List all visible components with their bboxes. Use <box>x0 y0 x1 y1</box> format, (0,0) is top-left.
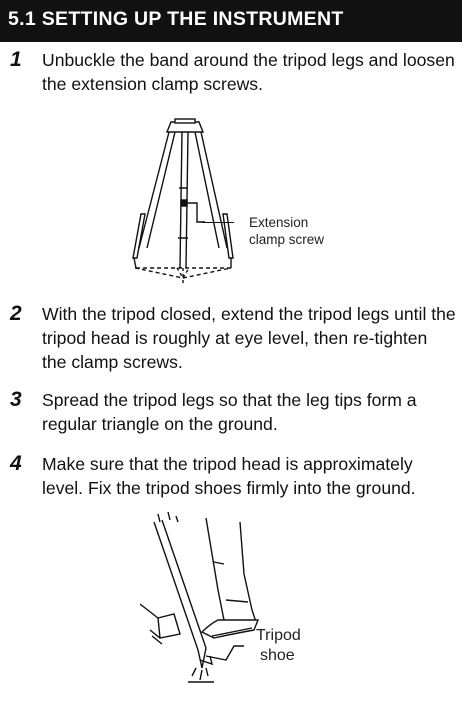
callout-line-2: clamp screw <box>249 232 325 247</box>
step-3-text: Spread the tripod legs so that the leg t… <box>42 390 417 434</box>
step-1-number: 1 <box>10 48 22 71</box>
step-4-number: 4 <box>10 452 22 475</box>
step-2-number: 2 <box>10 302 22 325</box>
tripod-shoe-callout: Tripod shoe <box>256 626 301 666</box>
tripod-shoe-illustration <box>140 511 260 683</box>
shoe-callout-line-2: shoe <box>260 647 295 664</box>
step-1-text: Unbuckle the band around the tripod legs… <box>42 50 455 94</box>
callout-line-1: Extension <box>249 215 309 230</box>
shoe-callout-line-1: Tripod <box>256 627 301 644</box>
step-4-text: Make sure that the tripod head is approx… <box>42 454 416 498</box>
extension-clamp-callout: Extension clamp screw <box>202 214 325 248</box>
step-2-text: With the tripod closed, extend the tripo… <box>42 304 456 372</box>
section-header: 5.1 SETTING UP THE INSTRUMENT <box>0 0 462 42</box>
step-3-number: 3 <box>10 388 22 411</box>
tripod-illustration <box>132 118 234 284</box>
section-title: 5.1 SETTING UP THE INSTRUMENT <box>8 8 344 30</box>
